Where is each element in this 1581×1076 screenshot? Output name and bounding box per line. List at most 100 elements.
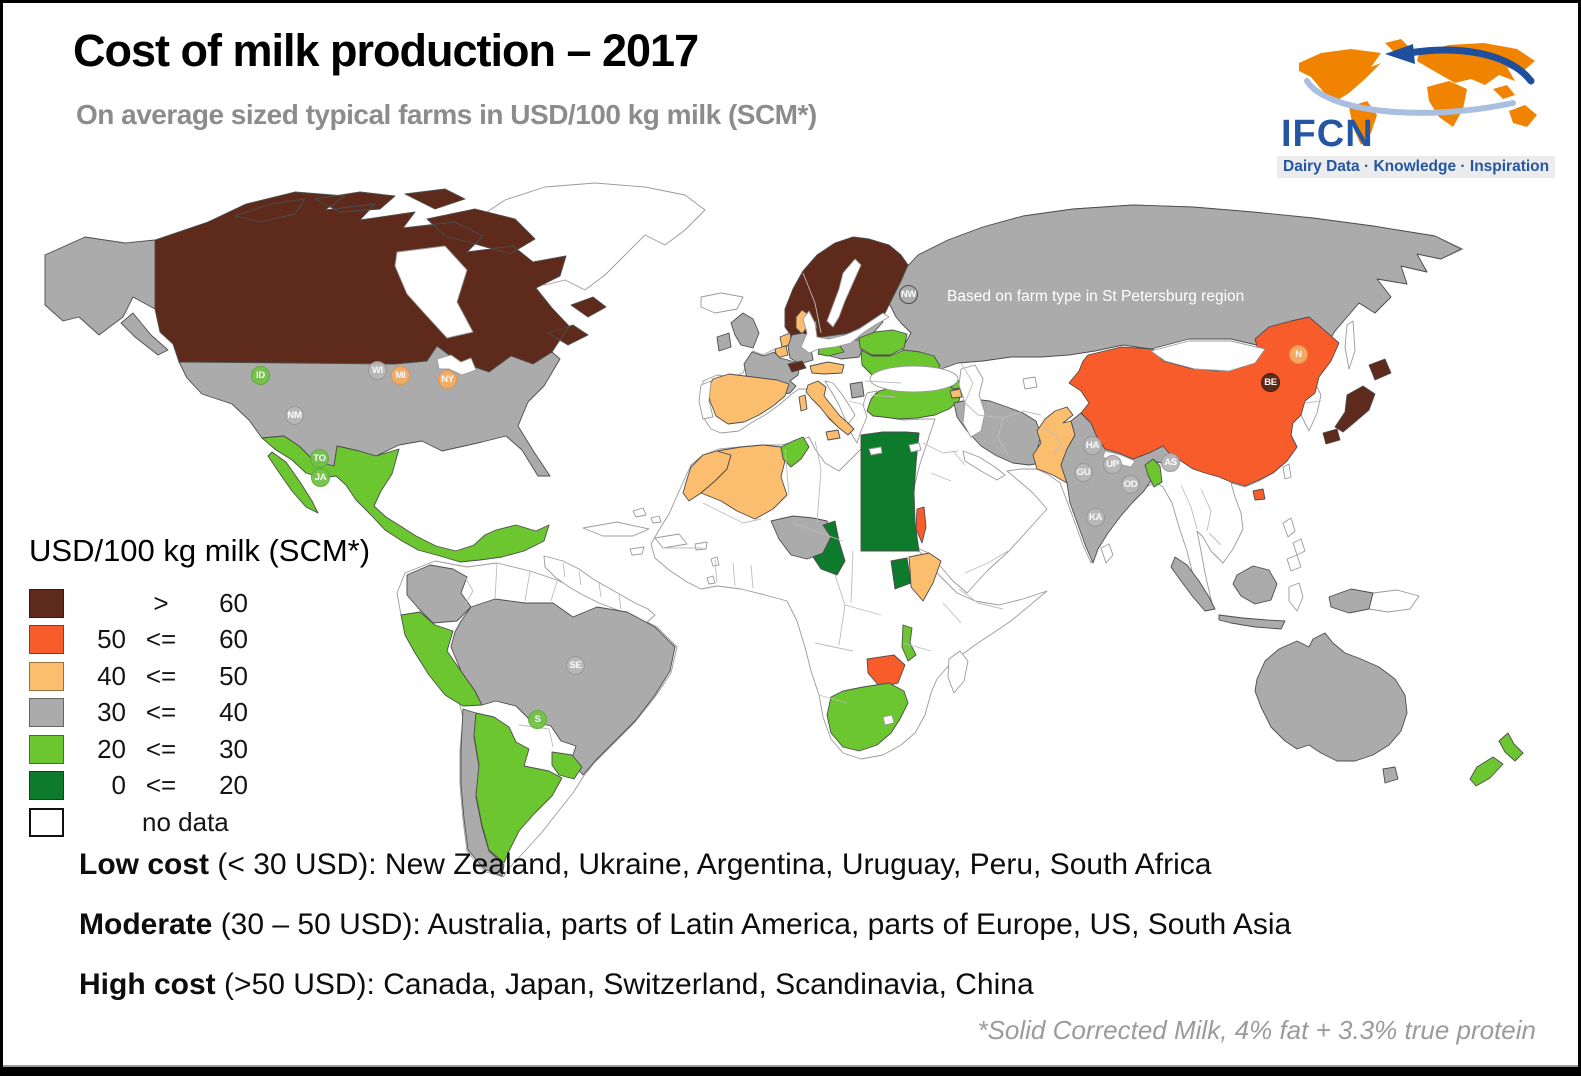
black-sea (869, 365, 959, 393)
legend-max: 40 (219, 697, 248, 728)
country-sardinia (798, 394, 808, 412)
logo-swoosh-light (1304, 78, 1516, 116)
country-algeria (700, 444, 788, 520)
map-badge-gu: GU (1074, 463, 1093, 482)
legend-max: no data (142, 806, 229, 837)
country-alaska (44, 236, 169, 356)
country-china (1068, 316, 1340, 487)
country-ireland (716, 332, 732, 352)
summary-moderate: Moderate (30 – 50 USD): Australia, parts… (79, 908, 1291, 968)
map-badge-n: N (1289, 345, 1308, 364)
country-kenya (908, 552, 942, 602)
country-new-zealand (1469, 732, 1524, 787)
cost-summary: Low cost (< 30 USD): New Zealand, Ukrain… (79, 848, 1291, 1028)
country-japan (1322, 358, 1392, 445)
legend-min: 30 (97, 697, 126, 728)
legend-max: 30 (219, 733, 248, 764)
country-argentina (473, 712, 563, 864)
footnote: *Solid Corrected Milk, 4% fat + 3.3% tru… (977, 1015, 1536, 1045)
legend-min: 0 (111, 770, 126, 801)
country-italy (805, 380, 855, 436)
logo-tagline: Dairy Data · Knowledge · Inspiration (1277, 156, 1556, 178)
map-badge-od: OD (1121, 475, 1140, 494)
legend-row-nodata: no data (29, 804, 370, 841)
country-switzerland (787, 360, 807, 373)
country-indonesia-java (1218, 614, 1286, 630)
country-borders (464, 272, 1322, 748)
country-uruguay (551, 751, 583, 780)
summary-rest: (30 – 50 USD): Australia, parts of Latin… (212, 908, 1292, 941)
legend-min: 20 (97, 733, 126, 764)
country-sakhalin (1344, 320, 1356, 370)
country-australia (1254, 632, 1408, 784)
country-bahamas (632, 507, 662, 524)
legend-row: 20 <= 30 (29, 731, 370, 768)
country-tunisia (780, 436, 810, 468)
country-malawi (901, 624, 917, 662)
map-badge-id: ID (251, 366, 270, 385)
legend-op: <= (145, 624, 177, 655)
legend-title: USD/100 kg milk (SCM*) (29, 533, 371, 568)
country-mexico (261, 435, 550, 563)
map-badge-nw: NW (899, 285, 918, 304)
logo-eurasia (1417, 43, 1535, 85)
legend-max: 20 (219, 770, 248, 801)
legend-swatch (29, 698, 64, 728)
country-canada (154, 188, 607, 373)
map-badge-ka: KA (1086, 508, 1105, 527)
page-subtitle: On average sized typical farms in USD/10… (76, 99, 817, 130)
country-iceland (700, 292, 744, 314)
country-philippines (1282, 517, 1306, 572)
summary-rest: (< 30 USD): New Zealand, Ukraine, Argent… (209, 848, 1212, 881)
country-indonesia-borneo (1232, 565, 1278, 605)
great-lakes (436, 354, 477, 376)
country-brazil (450, 598, 676, 776)
legend-swatch (29, 588, 64, 618)
legend-max: 60 (219, 587, 248, 618)
page-title: Cost of milk production – 2017 (73, 25, 699, 76)
country-cameroon (812, 520, 846, 576)
map-badge-ja: JA (311, 468, 330, 487)
country-spain (707, 373, 790, 425)
bottom-divider (3, 1065, 1578, 1067)
legend-max: 50 (219, 660, 248, 691)
legend-row: 50 <= 60 (29, 622, 370, 659)
ifcn-logo-map (1299, 39, 1537, 145)
country-uk (730, 312, 760, 349)
logo-australia (1509, 105, 1537, 127)
map-badge-ha: HA (1083, 436, 1102, 455)
country-mongolia (1150, 340, 1266, 372)
legend-row: > 60 (29, 585, 370, 622)
map-badge-nm: NM (285, 406, 304, 425)
caspian-sea (958, 364, 986, 438)
country-pakistan (1032, 406, 1076, 484)
country-hainan (1252, 488, 1266, 501)
country-jamaica (629, 546, 645, 556)
country-armenia (949, 388, 963, 399)
country-crete (868, 446, 883, 456)
map-badge-as: AS (1161, 453, 1180, 472)
country-zimbabwe (866, 654, 906, 688)
legend-min: 50 (97, 624, 126, 655)
country-indonesia-sumatra (1170, 556, 1216, 612)
legend-swatch (29, 625, 64, 655)
country-cuba (582, 521, 650, 537)
country-madagascar (947, 650, 969, 694)
country-hispaniola (654, 533, 688, 549)
ifcn-logo: IFCN Dairy Data · Knowledge · Inspiratio… (1269, 23, 1559, 178)
legend-swatch (29, 771, 64, 801)
legend-op: <= (145, 733, 177, 764)
legend-swatch (29, 661, 64, 691)
country-south-africa (826, 682, 909, 752)
legend-max: 60 (219, 624, 248, 655)
map-badge-mi: MI (391, 366, 410, 385)
map-badge-up: UP (1103, 455, 1122, 474)
hudson-bay (394, 245, 474, 339)
logo-north-america (1299, 49, 1381, 103)
country-sulawesi (1288, 582, 1304, 612)
aral-sea (1022, 376, 1038, 390)
logo-africa (1427, 81, 1467, 127)
country-egypt (860, 431, 920, 552)
country-cyprus (908, 442, 922, 453)
